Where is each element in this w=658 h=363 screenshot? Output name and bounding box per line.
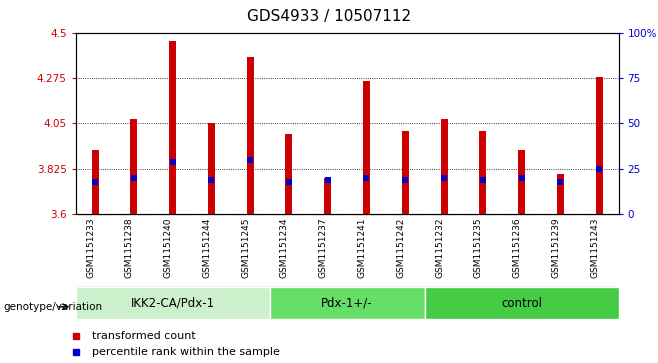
Text: GDS4933 / 10507112: GDS4933 / 10507112	[247, 9, 411, 24]
Text: GSM1151235: GSM1151235	[474, 218, 483, 278]
Text: GSM1151243: GSM1151243	[590, 218, 599, 278]
Bar	[270, 287, 424, 319]
Bar	[130, 119, 138, 214]
Bar	[169, 41, 176, 214]
Text: percentile rank within the sample: percentile rank within the sample	[92, 347, 280, 357]
Text: GSM1151245: GSM1151245	[241, 218, 250, 278]
Text: control: control	[501, 297, 542, 310]
Bar	[363, 81, 370, 214]
Text: GSM1151244: GSM1151244	[203, 218, 211, 278]
Bar	[247, 57, 253, 214]
Bar	[424, 287, 619, 319]
Text: GSM1151237: GSM1151237	[318, 218, 328, 278]
Bar	[479, 131, 486, 214]
Text: GSM1151238: GSM1151238	[125, 218, 134, 278]
Text: GSM1151234: GSM1151234	[280, 218, 289, 278]
Bar	[595, 77, 603, 214]
Text: Pdx-1+/-: Pdx-1+/-	[321, 297, 373, 310]
Bar	[76, 287, 270, 319]
Text: GSM1151232: GSM1151232	[435, 218, 444, 278]
Text: IKK2-CA/Pdx-1: IKK2-CA/Pdx-1	[130, 297, 215, 310]
Text: GSM1151236: GSM1151236	[513, 218, 522, 278]
Text: transformed count: transformed count	[92, 331, 196, 341]
Bar	[286, 134, 292, 214]
Bar	[441, 119, 447, 214]
Text: GSM1151233: GSM1151233	[86, 218, 95, 278]
Text: GSM1151241: GSM1151241	[357, 218, 367, 278]
Text: GSM1151240: GSM1151240	[164, 218, 172, 278]
Bar	[402, 131, 409, 214]
Text: genotype/variation: genotype/variation	[3, 302, 103, 312]
Bar	[91, 150, 99, 214]
Bar	[324, 178, 331, 214]
Text: GSM1151239: GSM1151239	[551, 218, 561, 278]
Bar	[208, 123, 215, 214]
Bar	[518, 150, 525, 214]
Bar	[557, 174, 564, 214]
Text: GSM1151242: GSM1151242	[396, 218, 405, 278]
